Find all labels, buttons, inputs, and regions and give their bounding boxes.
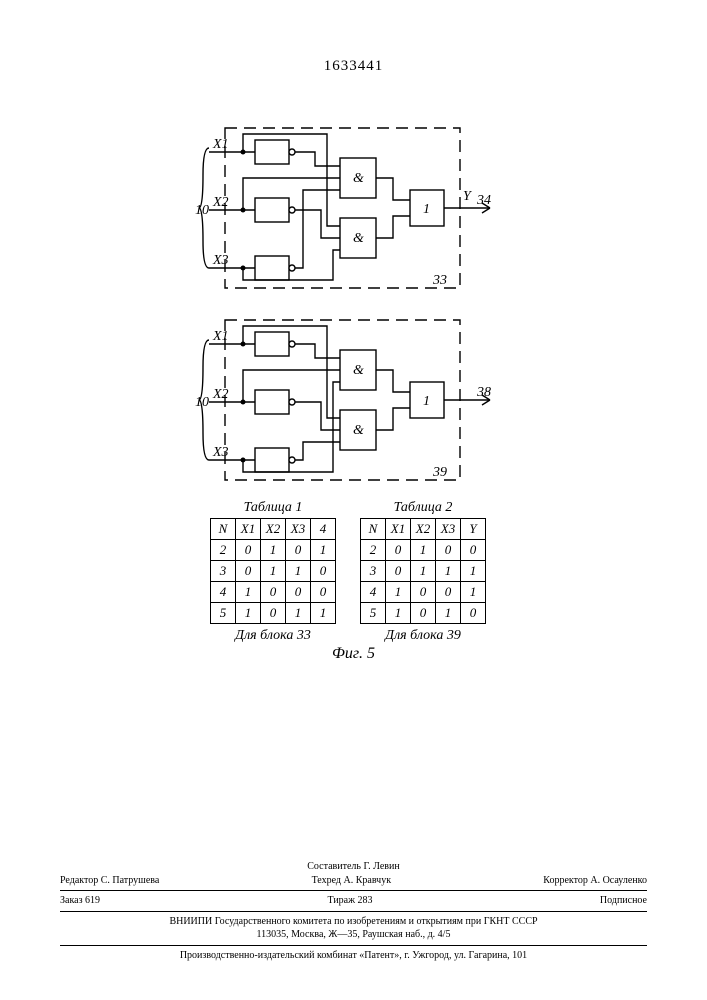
table-row: 30110 <box>211 561 336 582</box>
address-2: Производственно-издательский комбинат «П… <box>60 949 647 963</box>
figure-caption: Фиг. 5 <box>0 645 707 663</box>
table-1-title: Таблица 1 <box>244 500 303 516</box>
corrector-name: А. Осауленко <box>590 875 647 886</box>
block-33: 10 X1 X2 X3 & & 1 <box>195 128 491 288</box>
block-num-top: 33 <box>432 273 447 288</box>
table-row: 41000 <box>211 582 336 603</box>
table-2-title: Таблица 2 <box>394 500 453 516</box>
and1-bot: & <box>353 363 364 378</box>
table-2-block: Таблица 2 NX1X2X3Y 20100 30111 41001 510… <box>360 500 486 644</box>
table-1-caption: Для блока 33 <box>235 628 311 644</box>
page-number: 1633441 <box>0 58 707 75</box>
or-top: 1 <box>423 202 430 217</box>
table-row: 20101 <box>211 540 336 561</box>
output-num-bot: 38 <box>476 385 491 400</box>
table-row: 20100 <box>361 540 486 561</box>
truth-tables: Таблица 1 NX1X2X34 20101 30110 41000 510… <box>210 500 486 644</box>
output-y-top: Y <box>463 189 473 204</box>
corrector-label: Корректор <box>543 875 588 886</box>
editor-label: Редактор <box>60 875 98 886</box>
table-row: NX1X2X3Y <box>361 519 486 540</box>
and2-top: & <box>353 231 364 246</box>
address-1: 113035, Москва, Ж—35, Раушская наб., д. … <box>60 928 647 942</box>
order-label: Заказ <box>60 895 83 906</box>
composer-label: Составитель <box>307 861 361 872</box>
x3-label-top: X3 <box>212 253 229 268</box>
footer: Составитель Г. Левин Редактор С. Патруше… <box>60 860 647 962</box>
table-1: NX1X2X34 20101 30110 41000 51011 <box>210 518 336 624</box>
x2-label-top: X2 <box>212 195 229 210</box>
table-row: 51011 <box>211 603 336 624</box>
x1-label-top: X1 <box>212 137 229 152</box>
output-num-top: 34 <box>476 193 491 208</box>
editor-name: С. Патрушева <box>101 875 160 886</box>
or-bot: 1 <box>423 394 430 409</box>
tirage-label: Тираж <box>327 895 355 906</box>
block-num-bot: 39 <box>432 465 447 480</box>
order-num: 619 <box>85 895 100 906</box>
table-row: 51010 <box>361 603 486 624</box>
table-row: 41001 <box>361 582 486 603</box>
tirage-num: 283 <box>358 895 373 906</box>
tech-label: Техред <box>312 875 341 886</box>
logic-diagrams: .wire { stroke:#000; stroke-width:1.4; f… <box>195 120 500 495</box>
composer-name: Г. Левин <box>364 861 400 872</box>
tech-name: А. Кравчук <box>344 875 392 886</box>
x2-label-bot: X2 <box>212 387 229 402</box>
org-line: ВНИИПИ Государственного комитета по изоб… <box>60 915 647 929</box>
x3-label-bot: X3 <box>212 445 229 460</box>
table-row: 30111 <box>361 561 486 582</box>
signed: Подписное <box>600 894 647 908</box>
and1-top: & <box>353 171 364 186</box>
table-row: NX1X2X34 <box>211 519 336 540</box>
x1-label-bot: X1 <box>212 329 229 344</box>
table-1-block: Таблица 1 NX1X2X34 20101 30110 41000 510… <box>210 500 336 644</box>
block-39: 10 X1 X2 X3 & & 1 38 39 <box>195 320 491 480</box>
and2-bot: & <box>353 423 364 438</box>
table-2: NX1X2X3Y 20100 30111 41001 51010 <box>360 518 486 624</box>
table-2-caption: Для блока 39 <box>385 628 461 644</box>
